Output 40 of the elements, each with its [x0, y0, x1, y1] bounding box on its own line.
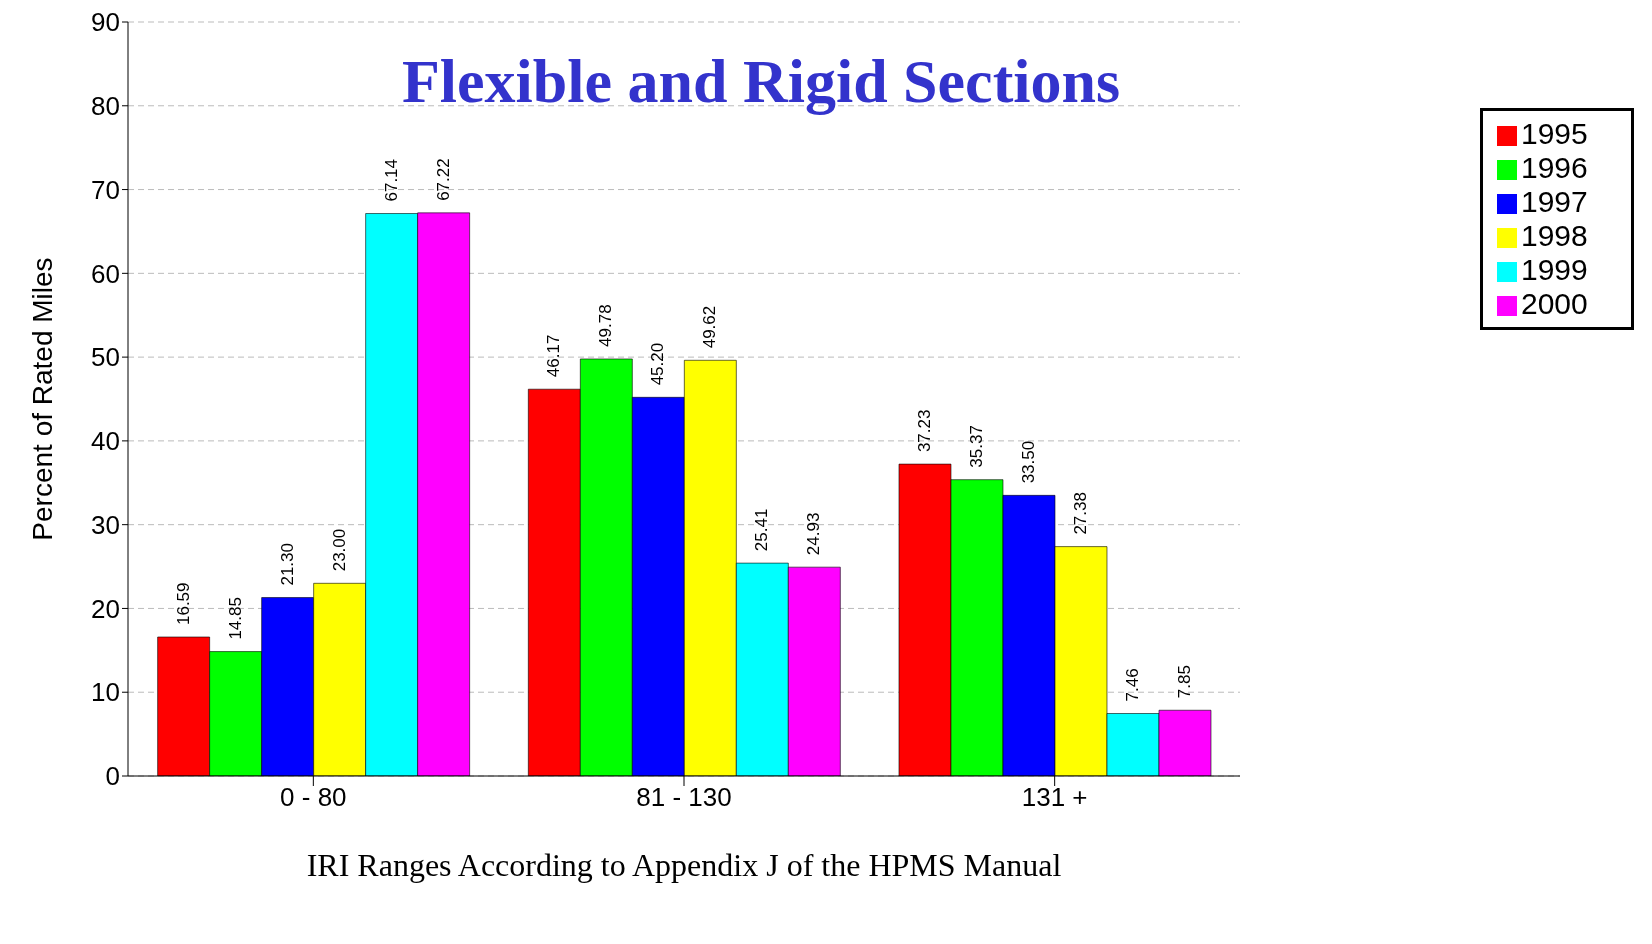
data-label: 45.20 — [648, 342, 668, 386]
y-tick-label: 0 — [105, 761, 120, 792]
y-tick-label: 10 — [91, 677, 120, 708]
data-label: 7.85 — [1174, 665, 1194, 699]
data-label: 46.17 — [544, 334, 564, 378]
data-label: 25.41 — [752, 508, 772, 552]
x-tick-label: 81 - 130 — [636, 782, 732, 813]
x-tick-label: 0 - 80 — [280, 782, 347, 813]
data-label: 33.50 — [1018, 440, 1038, 484]
data-label: 35.37 — [966, 425, 986, 468]
legend-label: 1996 — [1521, 151, 1588, 184]
data-label: 16.59 — [173, 582, 193, 626]
y-axis-title: Percent of Rated Miles — [26, 257, 58, 541]
y-tick-label: 60 — [91, 258, 120, 289]
data-label: 49.78 — [596, 304, 616, 347]
y-tick-label: 30 — [91, 509, 120, 540]
data-label: 7.46 — [1122, 668, 1142, 702]
data-label: 23.00 — [329, 528, 349, 572]
data-label: 21.30 — [277, 543, 297, 586]
legend-label: 1999 — [1521, 253, 1588, 286]
x-tick-label: 131 + — [1021, 782, 1088, 813]
data-label: 67.14 — [381, 158, 401, 202]
y-tick-label: 20 — [91, 593, 120, 624]
y-tick-label: 80 — [91, 91, 120, 122]
legend-label: 1998 — [1521, 219, 1588, 252]
data-label: 14.85 — [225, 597, 245, 640]
legend-label: 2000 — [1521, 287, 1588, 320]
chart-title: Flexible and Rigid Sections — [400, 46, 1122, 117]
data-label: 24.93 — [804, 512, 824, 556]
y-tick-label: 70 — [91, 174, 120, 205]
y-tick-label: 50 — [91, 342, 120, 373]
legend-label: 1997 — [1521, 185, 1588, 218]
legend-label: 1995 — [1521, 117, 1588, 150]
y-tick-label: 90 — [91, 7, 120, 38]
x-axis-title: IRI Ranges According to Appendix J of the HPMS Manual — [306, 847, 1062, 883]
data-label: 27.38 — [1070, 492, 1090, 535]
data-label: 49.62 — [700, 305, 720, 349]
y-tick-label: 40 — [91, 426, 120, 457]
data-label: 37.23 — [914, 409, 934, 453]
data-label: 67.22 — [433, 158, 453, 201]
